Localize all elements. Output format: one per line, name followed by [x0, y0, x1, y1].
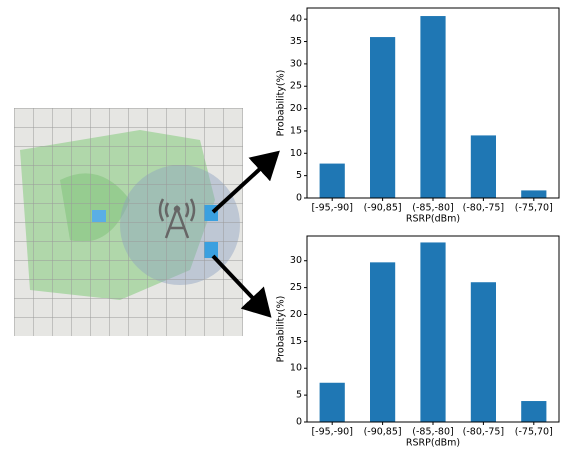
x-tick-label: (-90,85]: [364, 203, 402, 214]
y-tick-label: 20: [290, 309, 302, 320]
y-axis-label: Probability(%): [276, 296, 287, 363]
x-tick-label: (-90,85]: [364, 427, 402, 438]
x-axis-label: RSRP(dBm): [406, 438, 460, 449]
y-tick-label: 5: [296, 390, 302, 401]
x-tick-label: (-85,-80]: [412, 427, 453, 438]
y-tick-label: 20: [290, 103, 302, 114]
y-tick-label: 0: [296, 193, 302, 204]
y-axis-label: Probability(%): [276, 70, 287, 137]
x-tick-label: [-95,-90]: [311, 203, 352, 214]
y-tick-label: 35: [290, 36, 302, 47]
bar: [521, 401, 546, 422]
x-tick-label: (-80,-75]: [463, 427, 504, 438]
bar: [420, 16, 445, 198]
x-tick-label: (-75,70]: [515, 203, 553, 214]
bar: [471, 135, 496, 198]
x-axis-label: RSRP(dBm): [406, 214, 460, 225]
y-tick-label: 25: [290, 282, 302, 293]
y-tick-label: 15: [290, 125, 302, 136]
y-tick-label: 10: [290, 363, 302, 374]
y-tick-label: 0: [296, 417, 302, 428]
y-tick-label: 30: [290, 255, 302, 266]
figure: [-95,-90] (-90,85] (-85,-80] (-80,-75] (-75,…: [0, 0, 561, 448]
y-tick-label: 30: [290, 58, 302, 69]
x-tick-label: (-85,-80]: [412, 203, 453, 214]
bar: [471, 282, 496, 422]
bar: [320, 164, 345, 198]
bar: [370, 37, 395, 198]
y-tick-label: 5: [296, 170, 302, 181]
y-tick-label: 40: [290, 14, 302, 25]
bar: [370, 262, 395, 422]
map: [14, 108, 243, 336]
bar: [320, 383, 345, 422]
x-tick-label: [-95,-90]: [311, 427, 352, 438]
y-tick-label: 10: [290, 148, 302, 159]
y-tick-label: 15: [290, 336, 302, 347]
x-tick-label: (-80,-75]: [463, 203, 504, 214]
y-tick-label: 25: [290, 81, 302, 92]
x-tick-label: (-75,70]: [515, 427, 553, 438]
bar: [420, 242, 445, 422]
bar: [521, 190, 546, 198]
